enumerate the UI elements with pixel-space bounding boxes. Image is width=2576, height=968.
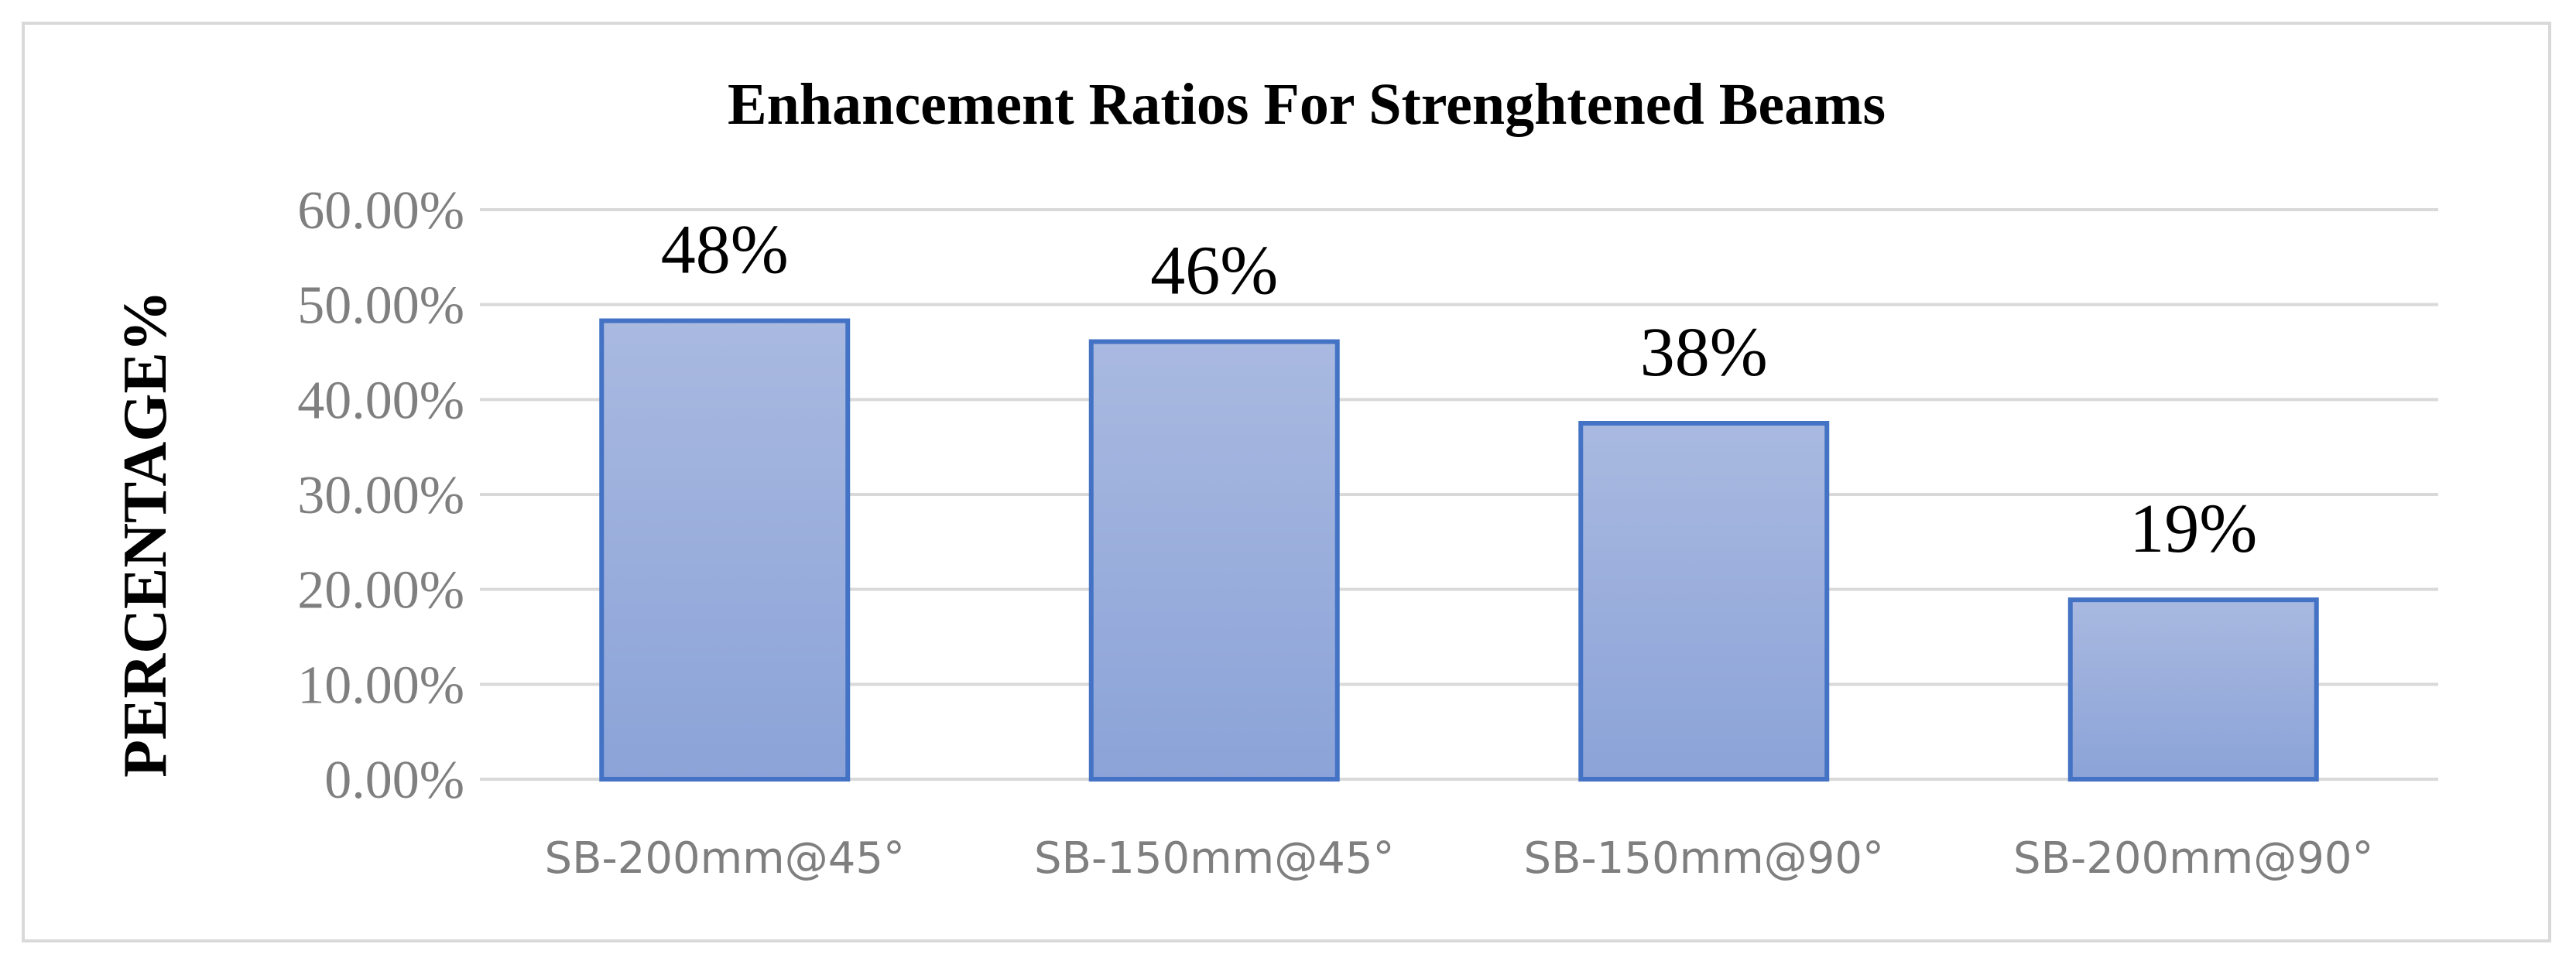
- y-axis-ticks: 0.00% 10.00% 20.00% 30.00% 40.00% 50.00% 60.00…: [297, 181, 464, 810]
- y-tick-label: 20.00%: [297, 561, 464, 621]
- data-label: 19%: [2129, 491, 2257, 567]
- data-labels: 48% 46% 38% 19%: [661, 212, 2257, 568]
- x-tick-label: SB-150mm@45°: [1034, 833, 1394, 884]
- y-tick-label: 40.00%: [297, 371, 464, 430]
- x-tick-label: SB-150mm@90°: [1524, 833, 1884, 884]
- y-tick-label: 0.00%: [324, 751, 464, 810]
- chart-title: Enhancement Ratios For Strenghtened Beam…: [728, 72, 1886, 137]
- data-label: 46%: [1150, 233, 1278, 310]
- y-axis-label: PERCENTAGE%: [111, 290, 180, 778]
- data-label: 38%: [1640, 314, 1768, 391]
- bars: [599, 318, 2319, 782]
- x-tick-label: SB-200mm@90°: [2013, 833, 2373, 884]
- bar: [2067, 597, 2319, 782]
- y-tick-label: 50.00%: [297, 276, 464, 336]
- data-label: 48%: [661, 212, 789, 289]
- bar: [599, 318, 851, 782]
- y-tick-label: 30.00%: [297, 466, 464, 525]
- x-tick-label: SB-200mm@45°: [545, 833, 905, 884]
- x-axis-ticks: SB-200mm@45° SB-150mm@45° SB-150mm@90° SB-2…: [545, 833, 2374, 884]
- y-tick-label: 60.00%: [297, 181, 464, 241]
- bar: [1578, 421, 1830, 782]
- bar: [1088, 339, 1340, 782]
- y-tick-label: 10.00%: [297, 655, 464, 715]
